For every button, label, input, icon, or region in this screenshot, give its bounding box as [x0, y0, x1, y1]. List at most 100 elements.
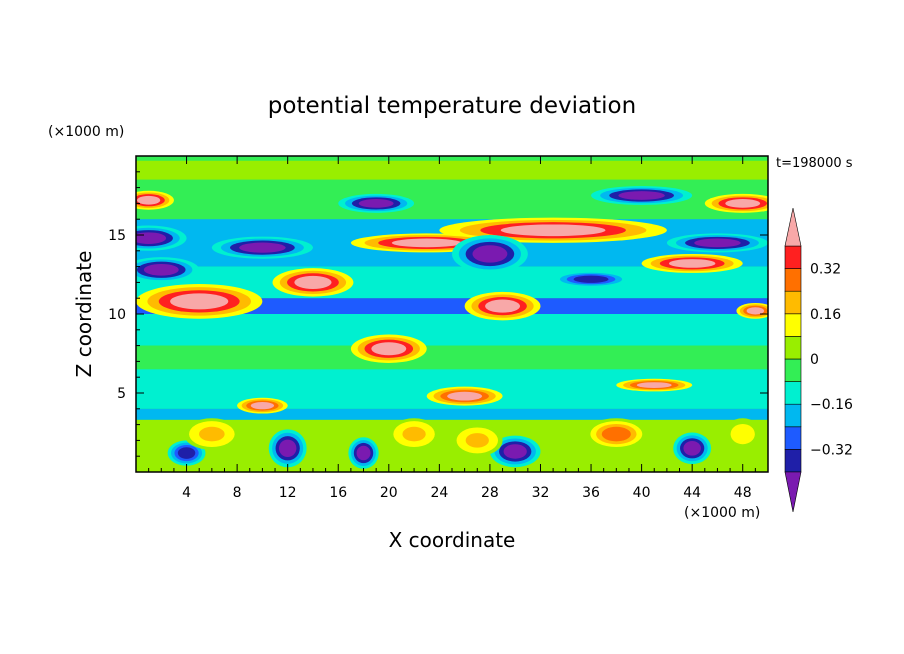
contour-blob [211, 236, 313, 259]
contour-blob [136, 190, 174, 210]
x-tick-label: 32 [532, 485, 550, 501]
contour-blob [666, 233, 768, 253]
contour-blob [136, 283, 263, 319]
band-4 [136, 298, 768, 314]
contour-level [694, 238, 741, 248]
contour-level [503, 444, 527, 459]
contour-level [371, 342, 407, 356]
contour-blob [184, 418, 240, 450]
contour-blob [723, 418, 762, 450]
colorbar-swatch [784, 336, 802, 360]
contour-blob [348, 437, 379, 469]
contour-blob [673, 432, 712, 465]
band-0 [136, 160, 768, 180]
contour-level [391, 238, 462, 248]
contour-blob [704, 193, 768, 213]
y-tick-label: 15 [108, 228, 126, 244]
colorbar-swatch [784, 290, 802, 315]
contour-blob [136, 257, 200, 283]
colorbar-swatch [784, 313, 802, 337]
contour-blob [272, 268, 354, 297]
contour-level [294, 275, 332, 289]
x-tick-label: 8 [233, 485, 242, 501]
x-tick-label: 20 [380, 485, 398, 501]
contour-level [199, 426, 225, 442]
colorbar-label: 0 [810, 352, 819, 368]
colorbar-label: −0.16 [810, 397, 853, 413]
colorbar-swatch [784, 245, 802, 269]
x-axis-ticks: 4 8 12 16 20 24 28 32 36 40 44 48 [148, 156, 756, 501]
contour-level [358, 199, 394, 208]
contour-level [177, 447, 196, 459]
contour-blob [591, 186, 693, 205]
colorbar-swatch [784, 449, 802, 473]
contour-blob [338, 193, 415, 213]
contour-level [618, 191, 665, 200]
y-tick-label: 5 [117, 386, 126, 402]
contour-blob [553, 271, 629, 288]
contour-level [356, 445, 371, 461]
contour-blob [268, 429, 307, 468]
contour-blob [167, 440, 206, 466]
contour-blob [452, 424, 503, 457]
x-tick-label: 24 [430, 485, 448, 501]
contour-features [136, 186, 768, 469]
contour-blob [584, 418, 648, 450]
band-9 [136, 419, 768, 472]
x-tick-label: 12 [279, 485, 297, 501]
contour-level [683, 441, 701, 456]
contour-level [746, 307, 765, 315]
contour-level [137, 195, 161, 205]
contour-field [136, 156, 768, 472]
y-tick-label: 10 [108, 307, 126, 323]
colorbar: 0.32 0.16 0 −0.16 −0.32 [784, 207, 853, 513]
contour-blob [136, 225, 187, 251]
contour-level [636, 382, 672, 389]
contour-level [250, 402, 275, 410]
contour-level [573, 275, 609, 283]
colorbar-label: −0.32 [810, 442, 853, 458]
colorbar-swatch [784, 268, 802, 292]
x-tick-label: 44 [683, 485, 701, 501]
chart-title: potential temperature deviation [268, 93, 636, 119]
contour-blob [426, 386, 503, 406]
contour-level [601, 426, 631, 442]
colorbar-over-arrow [784, 207, 802, 247]
colorbar-swatch [784, 426, 802, 450]
contour-level [239, 242, 286, 253]
time-label: t=198000 s [776, 156, 853, 171]
contour-level [465, 433, 489, 448]
band-6 [136, 345, 768, 370]
contour-level [278, 439, 297, 458]
x-axis-label: X coordinate [389, 528, 516, 552]
colorbar-label: 0.32 [810, 262, 841, 278]
x-tick-label: 28 [481, 485, 499, 501]
colorbar-swatch [784, 403, 802, 428]
contour-blob [464, 291, 541, 321]
contour-level [472, 245, 508, 263]
contour-blob [489, 435, 541, 468]
colorbar-label: 0.16 [810, 307, 841, 323]
y-axis-ticks: 5 10 15 [108, 171, 768, 457]
contour-level [143, 263, 179, 276]
x-tick-label: 36 [582, 485, 600, 501]
band-5 [136, 314, 768, 346]
x-tick-label: 40 [633, 485, 651, 501]
colorbar-swatch [784, 358, 802, 382]
contour-level [668, 259, 716, 268]
contour-level [447, 391, 483, 401]
contour-blob [350, 334, 427, 363]
contour-level [402, 426, 426, 442]
y-axis-label: Z coordinate [72, 251, 96, 378]
x-tick-label: 16 [329, 485, 347, 501]
y-unit-label: (×1000 m) [48, 124, 124, 140]
contour-level [500, 224, 606, 237]
colorbar-swatch [784, 381, 802, 405]
contour-blob [452, 235, 528, 273]
contour-level [485, 299, 521, 313]
x-tick-label: 4 [182, 485, 191, 501]
contour-level [170, 293, 229, 310]
band-8 [136, 408, 768, 420]
x-tick-label: 48 [734, 485, 752, 501]
